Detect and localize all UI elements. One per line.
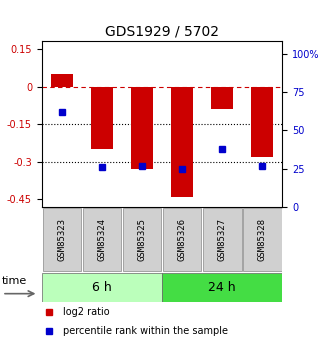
Text: 24 h: 24 h [208,281,236,294]
Text: 6 h: 6 h [92,281,112,294]
Text: log2 ratio: log2 ratio [64,307,110,317]
Bar [51,74,73,87]
Bar [211,87,233,109]
Bar [91,87,113,149]
Text: GSM85323: GSM85323 [57,218,66,261]
Title: GDS1929 / 5702: GDS1929 / 5702 [105,25,219,39]
Bar [42,273,162,302]
Text: time: time [2,276,27,286]
Text: GSM85324: GSM85324 [97,218,107,261]
Bar [171,87,193,197]
Text: GSM85325: GSM85325 [137,218,147,261]
Bar [162,273,282,302]
Bar [163,208,202,271]
Bar [203,208,241,271]
Bar [131,87,153,169]
Text: GSM85327: GSM85327 [218,218,227,261]
Bar [42,208,81,271]
Text: GSM85328: GSM85328 [258,218,267,261]
Bar [251,87,273,157]
Bar [83,208,121,271]
Text: percentile rank within the sample: percentile rank within the sample [64,326,229,336]
Bar [243,208,282,271]
Text: GSM85326: GSM85326 [178,218,187,261]
Bar [123,208,161,271]
